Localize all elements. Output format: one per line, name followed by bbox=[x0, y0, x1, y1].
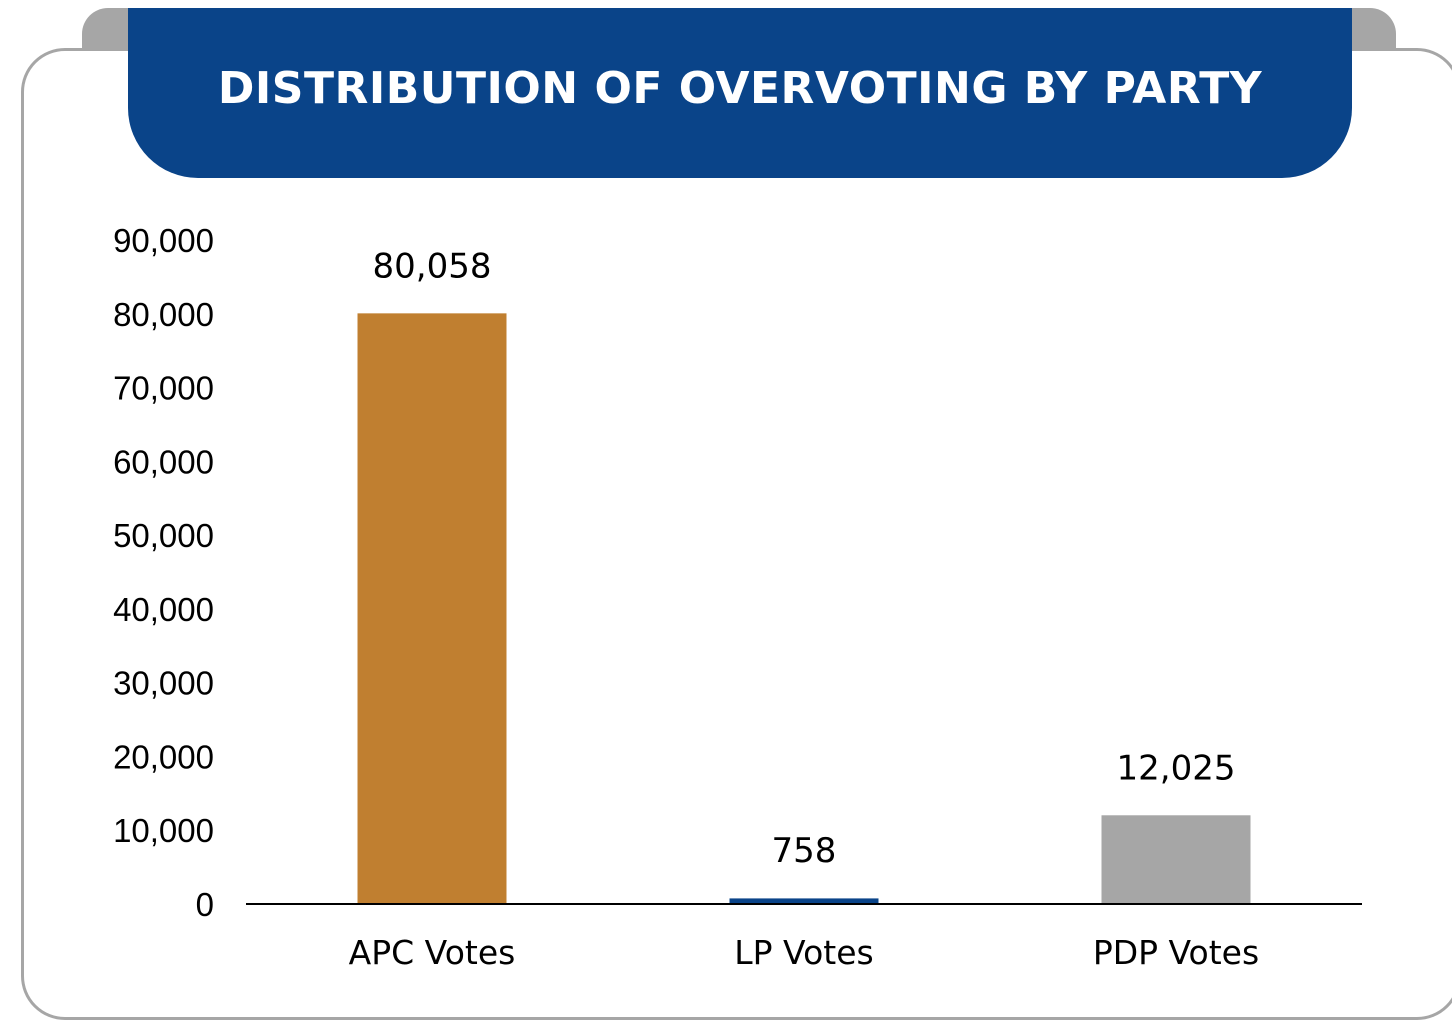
bar-apc-votes bbox=[357, 313, 507, 904]
x-category-label: LP Votes bbox=[734, 933, 873, 972]
y-tick-label: 50,000 bbox=[113, 517, 214, 554]
y-tick-label: 40,000 bbox=[113, 591, 214, 628]
bar-pdp-votes bbox=[1101, 815, 1251, 904]
data-label: 12,025 bbox=[1117, 748, 1236, 788]
y-tick-label: 90,000 bbox=[113, 222, 214, 259]
title-banner: DISTRIBUTION OF OVERVOTING BY PARTY bbox=[128, 8, 1352, 178]
bar-lp-votes bbox=[729, 898, 879, 904]
y-tick-label: 70,000 bbox=[113, 370, 214, 407]
y-tick-label: 0 bbox=[196, 886, 214, 923]
y-tick-label: 60,000 bbox=[113, 443, 214, 480]
data-label: 80,058 bbox=[373, 246, 492, 286]
y-tick-label: 10,000 bbox=[113, 812, 214, 849]
chart-title: DISTRIBUTION OF OVERVOTING BY PARTY bbox=[217, 62, 1263, 114]
x-category-label: APC Votes bbox=[349, 933, 516, 972]
data-label: 758 bbox=[772, 831, 837, 871]
y-tick-label: 80,000 bbox=[113, 296, 214, 333]
x-category-label: PDP Votes bbox=[1093, 933, 1259, 972]
y-tick-label: 20,000 bbox=[113, 738, 214, 775]
y-tick-label: 30,000 bbox=[113, 665, 214, 702]
